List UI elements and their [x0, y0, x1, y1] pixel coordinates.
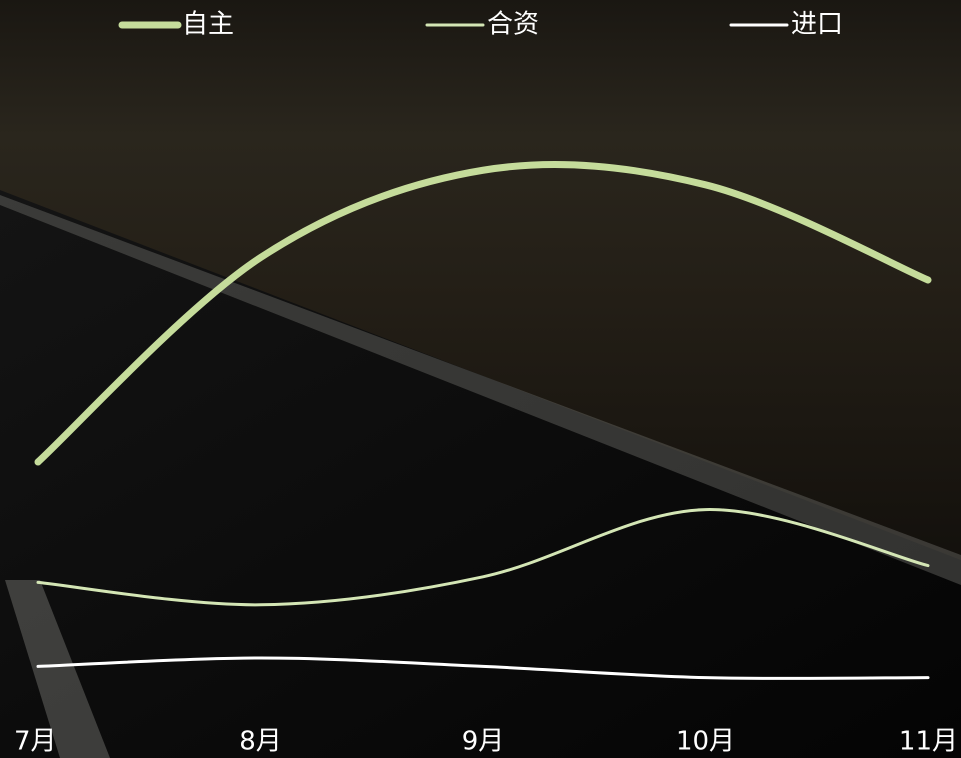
road-stripe [0, 195, 961, 585]
line-series [34, 161, 932, 466]
plot-area [34, 161, 932, 680]
legend-label: 进口 [791, 10, 843, 40]
legend-label: 自主 [182, 10, 234, 40]
x-tick-label: 11月 [899, 727, 958, 757]
x-tick-label: 7月 [14, 727, 57, 757]
x-tick-label: 9月 [462, 727, 505, 757]
line-series [36, 508, 930, 607]
line-series [36, 656, 930, 680]
road-marking [5, 580, 110, 758]
x-tick-label: 8月 [239, 727, 282, 757]
road [0, 190, 961, 758]
legend-label: 合资 [487, 10, 539, 40]
x-axis: 7月 8月 9月 10月 11月 [14, 727, 958, 757]
x-tick-label: 10月 [676, 727, 735, 757]
legend: 自主 合资 进口 [118, 10, 843, 40]
